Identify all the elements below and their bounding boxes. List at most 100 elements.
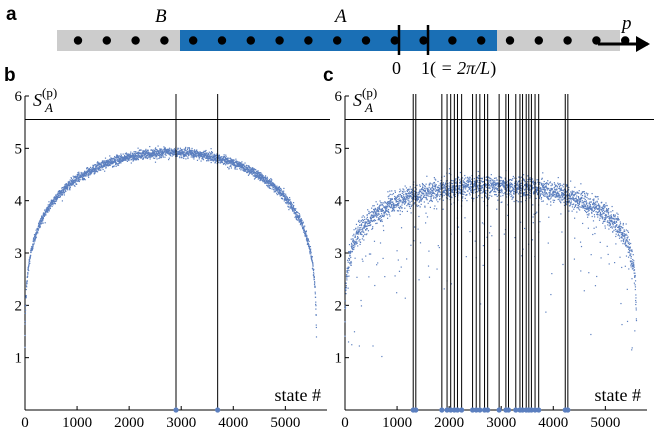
data-point [436, 190, 438, 192]
data-point [29, 256, 31, 258]
data-point [264, 176, 267, 178]
data-point [73, 184, 75, 187]
data-point [212, 155, 215, 158]
data-point [542, 184, 544, 187]
data-point [430, 194, 433, 196]
data-point [457, 187, 460, 189]
data-point [481, 185, 483, 187]
data-point [69, 189, 71, 191]
data-point [443, 288, 445, 290]
data-point [375, 222, 377, 225]
data-point [183, 157, 185, 160]
data-point [517, 187, 519, 190]
data-point [528, 192, 531, 194]
data-point [508, 190, 511, 192]
data-point [102, 168, 104, 171]
data-point [421, 192, 423, 194]
data-point [121, 160, 124, 162]
data-point [59, 190, 61, 192]
data-point [98, 167, 100, 169]
data-point [255, 176, 257, 178]
data-point [535, 190, 538, 192]
data-point [254, 173, 256, 176]
data-point [356, 232, 358, 234]
data-point [136, 155, 138, 157]
data-point [453, 180, 455, 182]
data-point [315, 301, 317, 303]
data-point [451, 196, 453, 199]
data-point [158, 150, 160, 152]
data-point [88, 171, 90, 173]
data-point [225, 157, 227, 159]
data-point [507, 204, 509, 206]
data-point [491, 189, 493, 191]
data-point [104, 160, 106, 162]
data-point [199, 156, 201, 159]
data-point [529, 188, 531, 191]
data-point [375, 211, 377, 213]
data-point [438, 198, 441, 201]
data-point [30, 249, 32, 251]
data-point [361, 219, 364, 221]
data-point [434, 185, 437, 188]
data-point [164, 147, 166, 149]
data-point [355, 228, 357, 230]
data-point [132, 155, 134, 157]
data-point [211, 155, 213, 157]
data-point [145, 150, 147, 152]
data-point [290, 206, 292, 208]
data-point [407, 188, 410, 190]
data-point [144, 153, 147, 156]
data-point [469, 177, 471, 179]
data-point [292, 207, 294, 209]
data-point [492, 179, 494, 181]
x-tick-label: 5000 [270, 415, 300, 431]
data-point [524, 189, 526, 191]
data-point [439, 183, 442, 185]
data-point [232, 162, 235, 164]
data-point [153, 152, 155, 155]
data-point [529, 194, 531, 196]
data-point [299, 214, 301, 216]
data-point [490, 174, 492, 176]
data-point [506, 181, 508, 183]
data-point [41, 216, 43, 219]
data-point [206, 152, 208, 154]
data-point [301, 224, 303, 226]
data-point [183, 148, 185, 150]
data-point [279, 193, 281, 195]
data-point [201, 158, 203, 160]
data-point [469, 190, 472, 192]
data-point [193, 158, 195, 160]
data-point [531, 185, 533, 187]
data-point [554, 185, 556, 188]
data-point [478, 175, 480, 177]
data-point [105, 160, 107, 162]
data-point [304, 231, 307, 233]
data-point [164, 150, 166, 153]
data-point [144, 151, 146, 153]
data-point [454, 193, 456, 195]
data-point [226, 158, 229, 160]
data-point [442, 191, 444, 193]
data-point [395, 196, 397, 198]
data-point [259, 177, 261, 180]
data-point [162, 149, 164, 151]
data-point [37, 232, 39, 234]
site-dot [275, 36, 284, 45]
data-point [553, 191, 555, 194]
data-point [488, 184, 490, 187]
data-point [42, 212, 45, 214]
scatter-points [24, 145, 318, 348]
data-point [345, 282, 347, 284]
data-point [283, 187, 285, 190]
data-point [152, 149, 154, 151]
data-point [242, 163, 244, 165]
data-point [107, 165, 109, 167]
data-point [132, 154, 135, 156]
data-point [35, 229, 37, 231]
data-point [533, 191, 535, 193]
data-point [32, 246, 34, 249]
data-point [122, 160, 124, 162]
data-point [515, 180, 517, 182]
